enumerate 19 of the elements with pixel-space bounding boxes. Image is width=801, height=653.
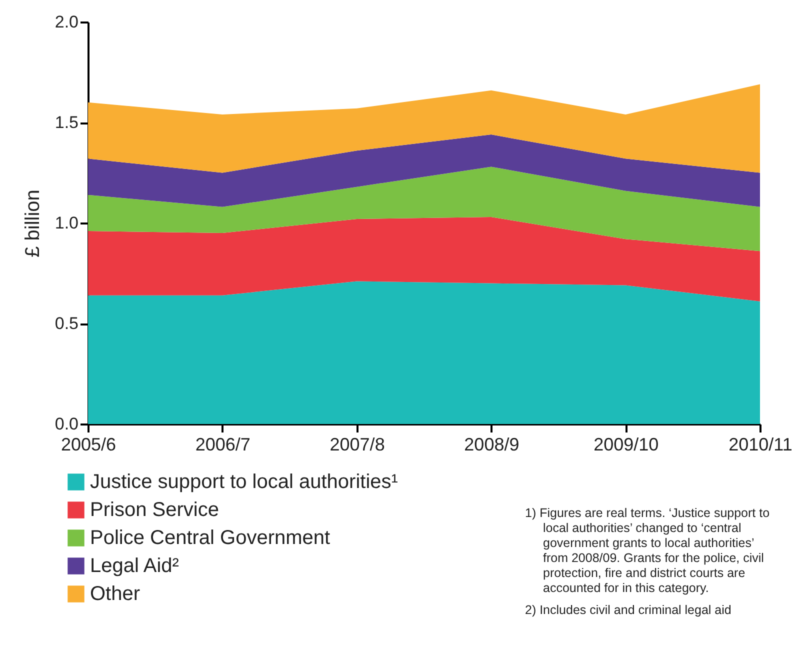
y-tick-label: 2.0 (54, 12, 78, 32)
x-tick-label: 2007/8 (330, 434, 385, 454)
y-tick-label: 0.0 (54, 414, 78, 434)
text: 2) Includes civil and criminal legal aid (525, 603, 732, 618)
x-tick-label: 2005/6 (60, 434, 116, 454)
legend-label: Prison Service (90, 499, 219, 521)
y-tick-label: 1.5 (54, 113, 78, 132)
legend-label: Other (90, 583, 140, 605)
x-tick-label: 2009/10 (594, 434, 659, 454)
x-tick-label: 2010/11 (728, 434, 792, 454)
legend-label: Police Central Government (90, 527, 331, 549)
legend-label: Justice support to local authorities¹ (90, 471, 398, 493)
x-tick-label: 2006/7 (195, 434, 250, 454)
y-axis-title: £ billion (22, 190, 44, 258)
y-tick-label: 0.5 (54, 314, 78, 333)
legend-label: Legal Aid² (90, 555, 180, 577)
y-tick-label: 1.0 (54, 214, 78, 232)
x-tick-label: 2008/9 (464, 434, 520, 454)
text: 1) Figures are real terms. ‘Justice support to local authorities’ changed to ‘central government grants to local authorities’ from 2008/09. Grants for the police, civil protection, fire and district courts are accounted for in this category. (525, 506, 770, 596)
